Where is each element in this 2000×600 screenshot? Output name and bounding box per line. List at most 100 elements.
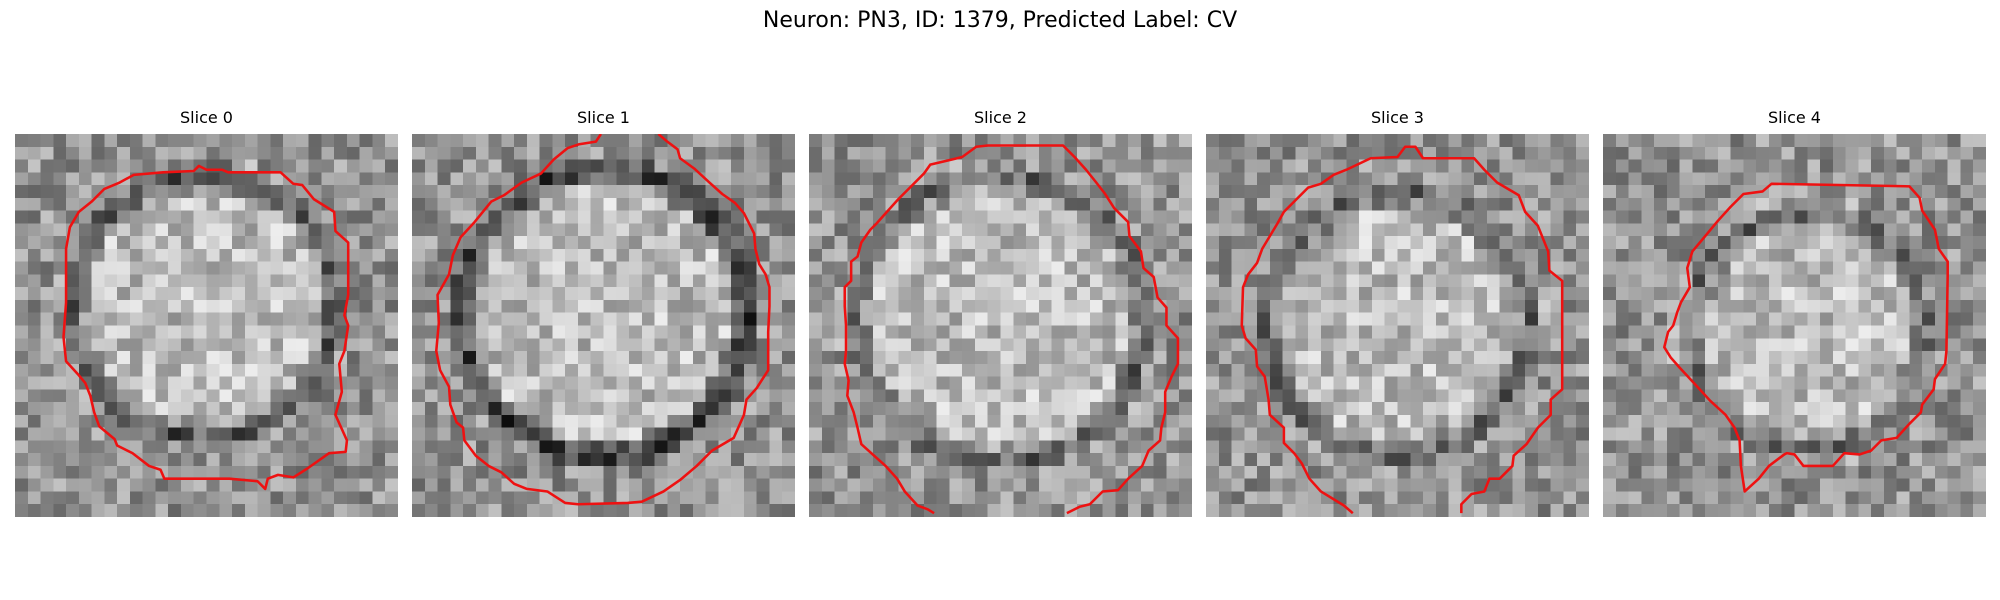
pixel [565,299,579,313]
pixel [463,491,477,505]
pixel [526,261,540,275]
pixel [526,223,540,237]
pixel [539,134,553,148]
pixel [885,351,899,365]
pixel [1960,159,1974,173]
pixel [1730,440,1744,454]
pixel [1295,453,1309,467]
pixel [923,363,937,377]
pixel [219,274,233,288]
pixel [1231,134,1245,148]
pixel [385,491,398,505]
pixel [40,210,54,224]
pixel [53,236,67,250]
pixel [629,338,643,352]
pixel [1089,338,1103,352]
pixel [463,261,477,275]
pixel [1140,351,1154,365]
pixel [1384,325,1398,339]
pixel [1654,312,1668,326]
pixel [1000,312,1014,326]
pixel [743,146,757,160]
pixel [346,338,360,352]
pixel [705,504,719,517]
pixel [1603,376,1617,390]
pixel [1461,223,1475,237]
pixel [1179,185,1192,199]
pixel [1692,402,1706,416]
pixel [1896,414,1910,428]
pixel [1858,261,1872,275]
pixel [385,274,398,288]
pixel [821,363,835,377]
pixel [1832,351,1846,365]
pixel [1922,299,1936,313]
pixel [385,325,398,339]
pixel [1295,146,1309,160]
pixel [129,504,143,517]
pixel [27,402,41,416]
pixel [1179,197,1192,211]
pixel [872,478,886,492]
pixel [962,427,976,441]
pixel [155,414,169,428]
pixel [654,402,668,416]
pixel [1730,146,1744,160]
pixel [53,389,67,403]
pixel [641,465,655,479]
pixel [1295,172,1309,186]
pixel [1140,159,1154,173]
pixel [1807,427,1821,441]
pixel [809,453,823,467]
pixel [1641,299,1655,313]
pixel [603,351,617,365]
pixel [565,389,579,403]
pixel [334,159,348,173]
pixel [308,389,322,403]
pixel [1781,338,1795,352]
pixel [475,478,489,492]
pixel [1397,389,1411,403]
pixel [450,172,464,186]
pixel [1102,351,1116,365]
pixel [475,287,489,301]
pixel [1628,465,1642,479]
pixel [424,172,438,186]
pixel [1858,274,1872,288]
pixel [1410,325,1424,339]
pixel [1026,274,1040,288]
pixel [590,427,604,441]
pixel [1666,146,1680,160]
slice-image-3 [1206,134,1589,517]
pixel [974,491,988,505]
pixel [1179,274,1192,288]
pixel [53,172,67,186]
pixel [898,210,912,224]
pixel [577,172,591,186]
pixel [1206,274,1220,288]
pixel [1295,223,1309,237]
pixel [1102,287,1116,301]
pixel [270,363,284,377]
pixel [283,197,297,211]
pixel [27,478,41,492]
pixel [1435,134,1449,148]
pixel [1410,146,1424,160]
pixel [1231,427,1245,441]
pixel [987,504,1001,517]
pixel [1231,376,1245,390]
pixel [949,402,963,416]
pixel [219,325,233,339]
pixel [1563,210,1577,224]
pixel [654,478,668,492]
pixel [1654,389,1668,403]
pixel [1550,248,1564,262]
pixel [1320,414,1334,428]
pixel [1026,223,1040,237]
pixel [1820,389,1834,403]
pixel [40,453,54,467]
pixel [731,465,745,479]
pixel [1295,197,1309,211]
pixel [219,427,233,441]
pixel [1000,504,1014,517]
